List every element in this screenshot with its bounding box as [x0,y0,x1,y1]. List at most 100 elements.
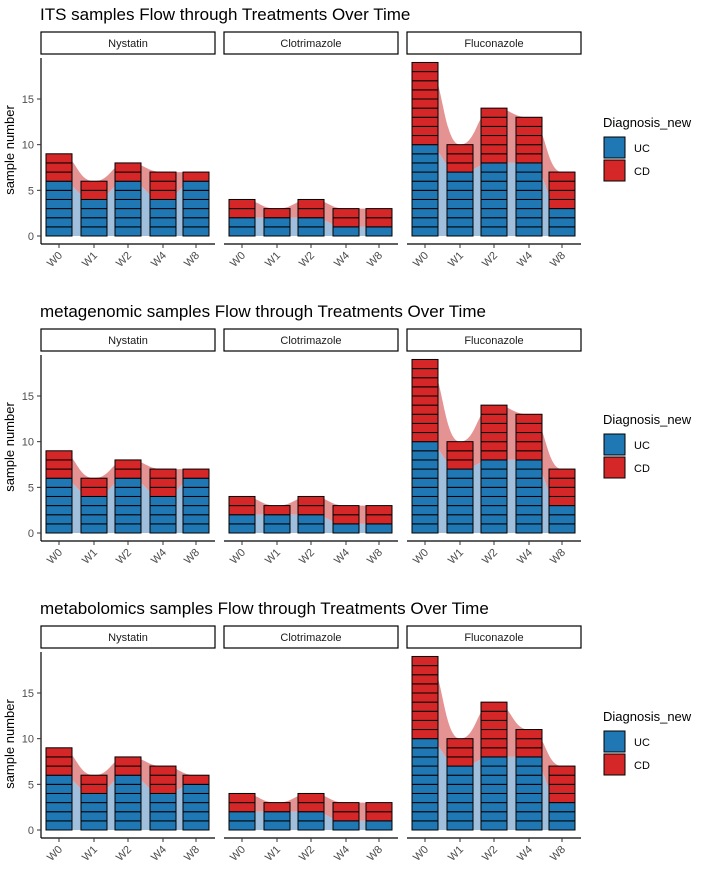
bar-segment-cd [411,135,439,146]
bar-segment-cd [411,655,439,667]
bar-segment-cd [515,729,543,740]
bar-segment-uc [515,514,543,525]
bar-segment-cd [480,404,508,415]
bar-segment-uc [182,217,210,228]
bar-segment-uc [149,198,177,210]
bar-segment-cd [411,386,439,397]
facet-panel-clotrimazole: Clotrimazole W0 W1 W2 W4 W8 [223,328,399,567]
bar-segment-uc [411,208,439,219]
x-tick-label: W0 [411,250,431,270]
x-tick-label: W2 [297,250,317,270]
bar-segment-uc [446,495,474,507]
bar-segment-uc [182,783,210,794]
bar-segment-uc [411,792,439,804]
x-tick-label: W4 [149,250,169,270]
x-tick-label: W8 [548,844,568,864]
bar-segment-cd [297,208,325,219]
bar-segment-uc [263,811,291,822]
bar-segment-uc [515,765,543,776]
bar-segment-cd [297,802,325,813]
bar-segment-uc [446,189,474,200]
bar-segment-cd [480,441,508,452]
x-tick-label: W1 [446,844,466,864]
x-tick-label: W2 [114,250,134,270]
bar-segment-uc [114,514,142,525]
facet-strip [223,625,399,649]
x-tick-label: W4 [332,844,352,864]
bar-segment-cd [411,683,439,694]
bar-segment-uc [182,811,210,822]
bar-segment-uc [446,792,474,804]
y-tick-label: 5 [28,185,34,197]
bar-segment-uc [446,208,474,219]
bar-segment-cd [297,198,325,210]
bar-segment-cd [480,116,508,127]
bar-segment-cd [365,505,393,516]
facet-panel-clotrimazole: Clotrimazole W0 W1 W2 W4 W8 [223,31,399,270]
bar-segment-cd [480,153,508,164]
bar-segment-uc [45,774,73,785]
legend: Diagnosis_new UC CD [603,115,692,182]
x-tick-label: W8 [182,547,202,567]
bar-segment-uc [114,505,142,516]
bar-segment-cd [480,738,508,749]
x-tick-label: W0 [411,844,431,864]
bar-segment-cd [480,747,508,758]
bar-segment-cd [515,441,543,452]
x-tick-label: W1 [263,844,283,864]
bar-segment-cd [228,198,256,210]
x-tick-label: W8 [365,250,385,270]
bar-segment-uc [114,783,142,794]
bar-segment-cd [515,747,543,758]
facet-strip-label: Clotrimazole [280,38,341,50]
bar-segment-uc [446,505,474,516]
bar-segment-uc [80,811,108,822]
bar-segment-uc [480,495,508,507]
bar-segment-cd [263,208,291,219]
bar-segment-uc [332,226,360,237]
bar-segment-cd [515,738,543,749]
bar-segment-cd [515,135,543,146]
bar-segment-uc [263,226,291,237]
bar-segment-uc [480,505,508,516]
bar-segment-uc [182,792,210,804]
bar-segment-uc [80,198,108,210]
bar-segment-cd [182,774,210,785]
bar-segment-cd [411,107,439,118]
bar-segment-cd [446,747,474,758]
legend-key-uc [603,136,626,159]
bar-segment-cd [365,514,393,525]
bar-segment-cd [548,189,576,200]
bar-segment-uc [114,208,142,219]
x-tick-label: W8 [182,844,202,864]
bar-segment-cd [515,422,543,434]
bar-segment-uc [480,189,508,200]
x-tick-label: W0 [411,547,431,567]
bar-segment-uc [182,802,210,813]
bar-segment-cd [332,505,360,516]
x-tick-label: W2 [114,547,134,567]
bar-segment-cd [149,171,177,182]
bar-segment-uc [411,226,439,237]
bar-segment-uc [228,514,256,525]
bar-segment-uc [45,820,73,831]
legend-title: Diagnosis_new [603,115,692,130]
bar-segment-cd [446,162,474,173]
bar-segment-uc [411,802,439,813]
bar-segment-uc [263,820,291,831]
bar-segment-cd [480,729,508,740]
x-tick-label: W4 [149,844,169,864]
bar-segment-uc [80,514,108,525]
bar-segment-uc [480,180,508,191]
bar-segment-cd [515,450,543,461]
facet-strip-label: Clotrimazole [280,335,341,347]
bar-segment-uc [365,523,393,534]
bar-segment-uc [515,180,543,191]
bar-segment-uc [515,226,543,237]
bar-segment-uc [149,217,177,228]
bar-segment-cd [548,774,576,785]
facet-strip [223,328,399,352]
x-tick-label: W4 [332,547,352,567]
bar-segment-uc [515,523,543,534]
bar-segment-uc [149,208,177,219]
